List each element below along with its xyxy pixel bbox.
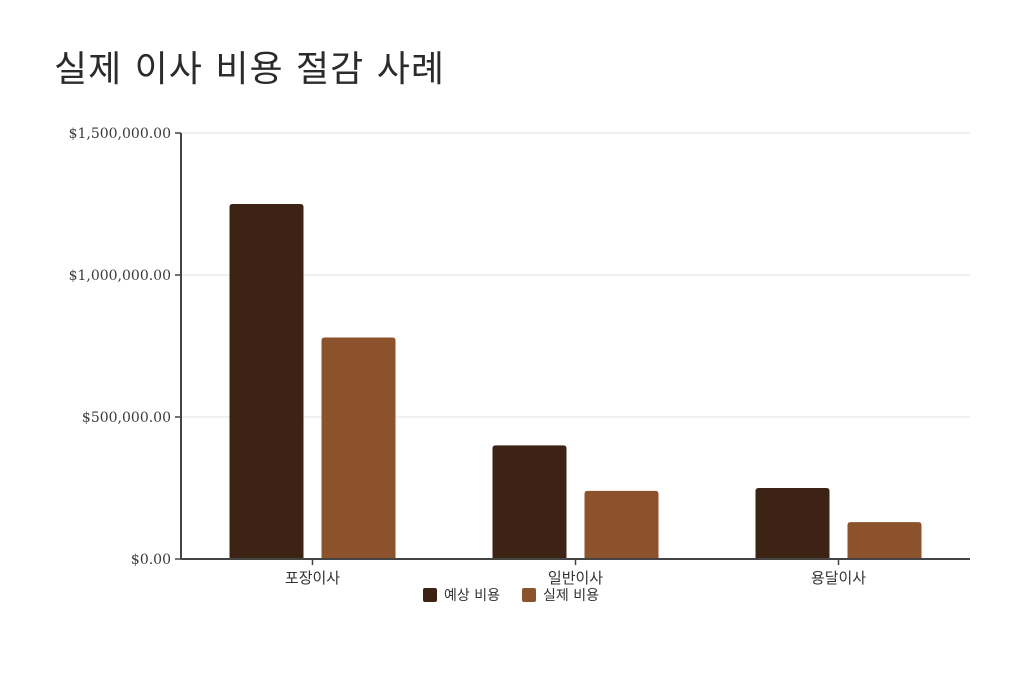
y-tick-label: $1,500,000.00 [69,126,171,142]
bar-actual [584,490,659,559]
legend-label: 예상 비용 [444,588,500,604]
gridlines [181,132,970,418]
y-tick-label: $0.00 [131,552,171,568]
chart-title: 실제 이사 비용 절감 사례 [54,49,445,90]
bar-expected [229,204,304,559]
bars [229,204,922,559]
y-tick-label: $1,000,000.00 [69,268,171,284]
x-tick-labels: 포장이사 일반이사 용달이사 [285,559,866,587]
bar-actual [321,337,396,559]
x-tick-label: 용달이사 [811,569,866,587]
legend-swatch [522,588,536,602]
legend-label: 실제 비용 [543,588,599,604]
y-tick-label: $500,000.00 [82,410,171,426]
x-tick-label: 포장이사 [285,569,340,587]
legend: 예상 비용 실제 비용 [423,588,599,604]
x-tick-label: 일반이사 [548,569,603,587]
legend-swatch [423,588,437,602]
y-tick-labels: $0.00 $500,000.00 $1,000,000.00 $1,500,000.… [69,126,181,568]
bar-expected [492,445,567,559]
bar-expected [755,488,830,559]
bar-actual [847,522,922,559]
